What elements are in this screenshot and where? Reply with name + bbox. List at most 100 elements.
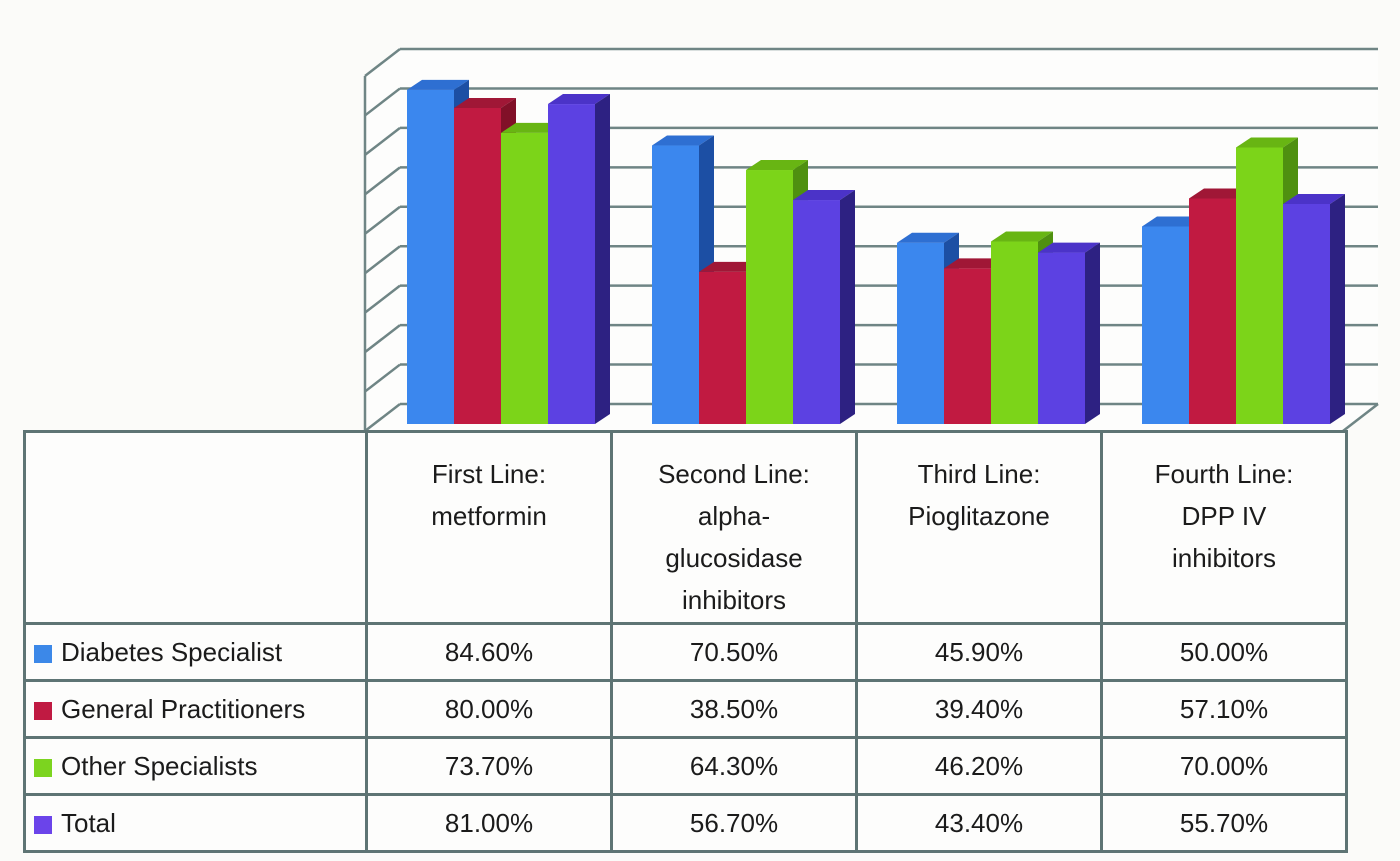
bar-c1-s3 xyxy=(793,190,855,424)
table-row-other-specialists: Other Specialists 73.70% 64.30% 46.20% 7… xyxy=(23,736,1348,796)
legend-swatch xyxy=(34,644,52,663)
bar-c0-s3 xyxy=(548,94,610,425)
value-cell: 81.00% xyxy=(365,793,613,853)
series-name: Total xyxy=(61,807,116,838)
category-line: First Line: xyxy=(431,459,547,489)
gridline-wall-segment xyxy=(364,166,401,196)
bar-top xyxy=(652,135,714,146)
bar-front xyxy=(699,271,746,424)
value-cell: 84.60% xyxy=(365,622,613,682)
category-header-second-line: Second Line: alpha- glucosidase inhibito… xyxy=(610,430,858,625)
bar-front xyxy=(501,132,548,424)
bar-top xyxy=(897,232,959,243)
value-cell: 70.00% xyxy=(1100,736,1348,796)
category-line: DPP IV xyxy=(1181,501,1267,531)
category-header-third-line: Third Line: Pioglitazone xyxy=(855,430,1103,625)
bar-top xyxy=(501,122,563,133)
bar-top xyxy=(1236,137,1298,148)
bar-top xyxy=(944,258,1006,269)
bar-front xyxy=(652,145,699,424)
category-line: alpha- xyxy=(697,501,771,531)
bar-group-2 xyxy=(897,231,1100,424)
series-name: Diabetes Specialist xyxy=(61,636,283,667)
table-row-diabetes-specialist: Diabetes Specialist 84.60% 70.50% 45.90%… xyxy=(23,622,1348,682)
bar-front xyxy=(454,108,501,424)
category-line: Third Line: xyxy=(917,459,1041,489)
bar-top xyxy=(1189,188,1251,199)
category-header-first-line: First Line: metformin xyxy=(365,430,613,625)
empty-corner-cell xyxy=(23,430,368,625)
gridline-wall-segment xyxy=(364,324,401,354)
legend-cell: General Practitioners xyxy=(23,679,368,739)
bar-front xyxy=(548,104,595,425)
table-row-general-practitioners: General Practitioners 80.00% 38.50% 39.4… xyxy=(23,679,1348,739)
bar-group-3 xyxy=(1142,137,1345,424)
category-line: inhibitors xyxy=(681,585,787,615)
legend-cell: Other Specialists xyxy=(23,736,368,796)
bar-top xyxy=(407,79,469,90)
bar-c2-s3 xyxy=(1038,242,1100,424)
value-cell: 70.50% xyxy=(610,622,858,682)
bar-group-0 xyxy=(407,79,610,425)
value-cell: 64.30% xyxy=(610,736,858,796)
category-header-fourth-line: Fourth Line: DPP IV inhibitors xyxy=(1100,430,1348,625)
bar-front xyxy=(1038,252,1085,424)
legend-swatch xyxy=(34,815,52,834)
legend-swatch xyxy=(34,758,52,777)
bar-chart-3d xyxy=(363,47,1379,432)
value-cell: 38.50% xyxy=(610,679,858,739)
bar-front xyxy=(746,170,793,424)
bar-front xyxy=(1236,147,1283,424)
value-cell: 50.00% xyxy=(1100,622,1348,682)
legend-swatch xyxy=(34,701,52,720)
value-cell: 56.70% xyxy=(610,793,858,853)
bar-top xyxy=(1142,216,1204,227)
bar-top xyxy=(746,160,808,171)
gridline-wall-segment xyxy=(364,48,401,77)
table-row-total: Total 81.00% 56.70% 43.40% 55.70% xyxy=(23,793,1348,853)
gridline-wall-segment xyxy=(364,403,401,432)
bar-top xyxy=(699,261,761,272)
bar-side xyxy=(595,94,610,425)
gridline-wall-segment xyxy=(364,205,401,235)
bar-front xyxy=(897,242,944,424)
value-cell: 57.10% xyxy=(1100,679,1348,739)
gridline-wall-segment xyxy=(364,87,401,117)
gridline-wall-segment xyxy=(364,245,401,275)
bar-side xyxy=(1330,193,1345,424)
floor-edge xyxy=(1342,403,1379,432)
bar-top xyxy=(1038,242,1100,253)
category-line: metformin xyxy=(431,501,547,531)
chart-floor xyxy=(365,404,1378,431)
category-line: inhibitors xyxy=(1171,543,1277,573)
bar-c3-s3 xyxy=(1283,193,1345,424)
bar-front xyxy=(1189,198,1236,424)
value-cell: 73.70% xyxy=(365,736,613,796)
value-cell: 55.70% xyxy=(1100,793,1348,853)
chart-left-wall xyxy=(365,49,400,431)
value-cell: 45.90% xyxy=(855,622,1103,682)
bar-side xyxy=(840,190,855,424)
value-cell: 39.40% xyxy=(855,679,1103,739)
value-cell: 46.20% xyxy=(855,736,1103,796)
bar-group-1 xyxy=(652,135,855,424)
gridline-wall-segment xyxy=(364,126,401,156)
gridline-wall-segment xyxy=(364,284,401,314)
bar-front xyxy=(991,241,1038,424)
bar-front xyxy=(1142,226,1189,424)
gridline-wall-segment xyxy=(364,363,401,393)
bar-front xyxy=(944,268,991,424)
category-line: Fourth Line: xyxy=(1154,459,1294,489)
legend-cell: Total xyxy=(23,793,368,853)
category-line: Pioglitazone xyxy=(908,501,1050,531)
bar-top xyxy=(548,94,610,105)
bar-side xyxy=(1085,242,1100,424)
bar-top xyxy=(454,98,516,108)
category-line: glucosidase xyxy=(665,543,803,573)
series-name: General Practitioners xyxy=(61,693,306,724)
series-name: Other Specialists xyxy=(61,750,258,781)
category-line: Second Line: xyxy=(658,459,810,489)
bar-top xyxy=(793,190,855,201)
bar-top xyxy=(991,231,1053,242)
